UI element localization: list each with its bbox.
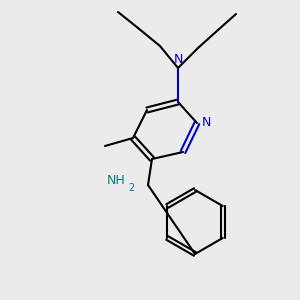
Text: N: N: [202, 116, 211, 130]
Text: N: N: [173, 53, 183, 66]
Text: 2: 2: [128, 183, 134, 193]
Text: NH: NH: [107, 173, 126, 187]
